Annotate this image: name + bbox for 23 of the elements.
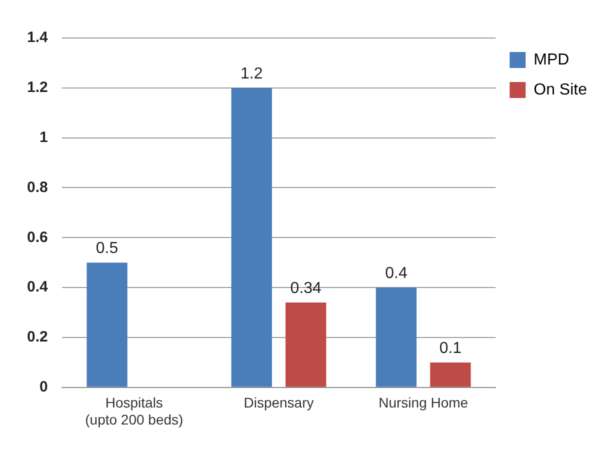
y-tick-label: 0	[40, 378, 48, 396]
bar	[286, 302, 326, 387]
y-tick-label: 0.6	[26, 228, 48, 246]
legend-label: On Site	[534, 81, 588, 98]
data-label: 0.34	[290, 280, 322, 297]
y-tick-label: 0.2	[26, 328, 48, 346]
y-tick-label: 0.4	[26, 278, 48, 296]
x-tick-label: Nursing Home	[378, 394, 468, 411]
data-label: 0.1	[439, 340, 462, 357]
y-tick-label: 1	[40, 128, 48, 146]
y-tick-label: 1.2	[26, 79, 48, 96]
bar	[231, 88, 272, 387]
x-tick-label: Hospitals (upto 200 beds)	[85, 394, 184, 428]
legend-label: MPD	[534, 51, 570, 68]
y-tick-label: 1.4	[26, 29, 48, 46]
data-label: 0.5	[96, 240, 118, 258]
bar	[376, 288, 417, 387]
y-tick-label: 0.8	[26, 178, 48, 196]
data-label: 0.4	[385, 264, 408, 282]
bar	[430, 362, 471, 387]
bar	[86, 262, 128, 387]
x-tick-label: Dispensary	[244, 394, 314, 411]
data-label: 1.2	[240, 65, 263, 82]
